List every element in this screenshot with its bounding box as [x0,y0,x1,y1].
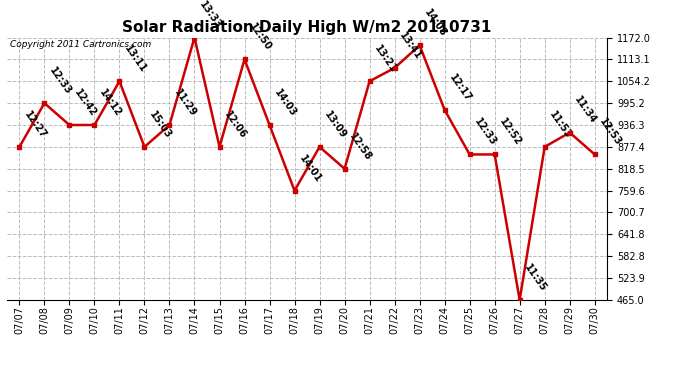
Text: 12:33: 12:33 [473,117,499,148]
Text: 12:42: 12:42 [72,87,99,118]
Text: 12:33: 12:33 [48,66,73,97]
Text: 12:53: 12:53 [598,117,624,148]
Text: 12:58: 12:58 [348,131,373,162]
Text: 13:21: 13:21 [373,44,399,75]
Text: 14:03: 14:03 [273,87,299,118]
Text: 15:03: 15:03 [148,109,173,140]
Text: 14:01: 14:01 [297,153,324,184]
Text: 14:08: 14:08 [422,8,448,39]
Text: 11:29: 11:29 [172,87,199,118]
Text: 12:52: 12:52 [497,117,524,148]
Text: 11:53: 11:53 [548,109,573,140]
Text: 12:06: 12:06 [222,109,248,140]
Text: Copyright 2011 Cartronics.com: Copyright 2011 Cartronics.com [10,40,151,49]
Text: 14:12: 14:12 [97,87,124,118]
Text: 13:11: 13:11 [122,44,148,75]
Text: 12:17: 12:17 [448,72,473,104]
Text: 13:09: 13:09 [322,109,348,140]
Text: 13:33: 13:33 [197,0,224,31]
Text: 12:27: 12:27 [22,109,48,140]
Text: 11:34: 11:34 [573,95,599,126]
Text: 12:50: 12:50 [248,22,273,53]
Title: Solar Radiation Daily High W/m2 20110731: Solar Radiation Daily High W/m2 20110731 [122,20,492,35]
Text: 11:35: 11:35 [522,262,549,293]
Text: 13:41: 13:41 [397,30,424,62]
